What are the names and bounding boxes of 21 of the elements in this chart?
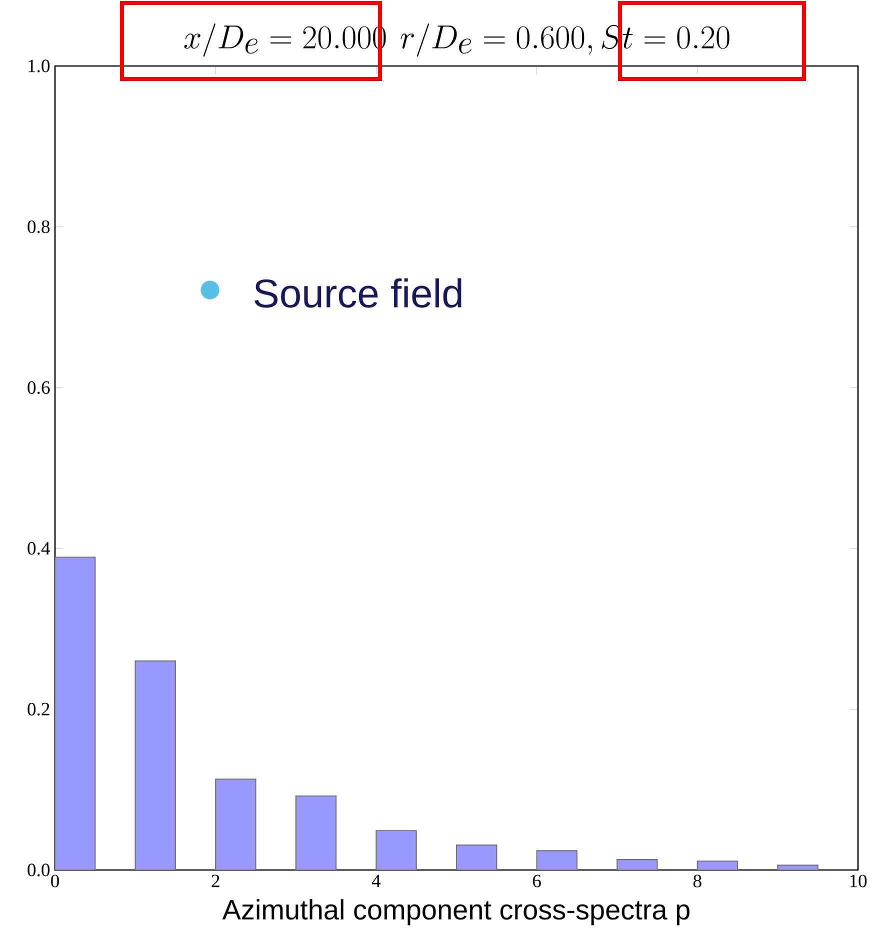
x-tick-label: 10 — [850, 874, 867, 888]
y-tick-label: 0.8 — [28, 220, 50, 234]
annotation: Source field — [254, 278, 462, 308]
x-tick-label: 8 — [694, 874, 702, 888]
x-tick-label: 2 — [212, 874, 220, 888]
x-tick-label: 4 — [372, 874, 381, 887]
bar — [536, 850, 578, 870]
y-tick-label: 1.0 — [28, 60, 50, 72]
y-tick-label: 0.4 — [28, 542, 50, 555]
y-tick-label: 0.6 — [28, 381, 50, 394]
x-tick-label: 6 — [533, 874, 542, 888]
bar — [295, 795, 337, 870]
bar — [55, 556, 96, 870]
bar — [376, 830, 417, 870]
y-tick-label: 0.2 — [28, 702, 50, 716]
x-axis-title: Azimuthal component cross-spectra p — [222, 899, 690, 926]
y-tick-label: 0.0 — [28, 864, 50, 876]
bar — [215, 778, 256, 870]
bar — [456, 844, 498, 870]
x-tick-label: 0 — [51, 874, 60, 888]
bar — [134, 660, 176, 870]
